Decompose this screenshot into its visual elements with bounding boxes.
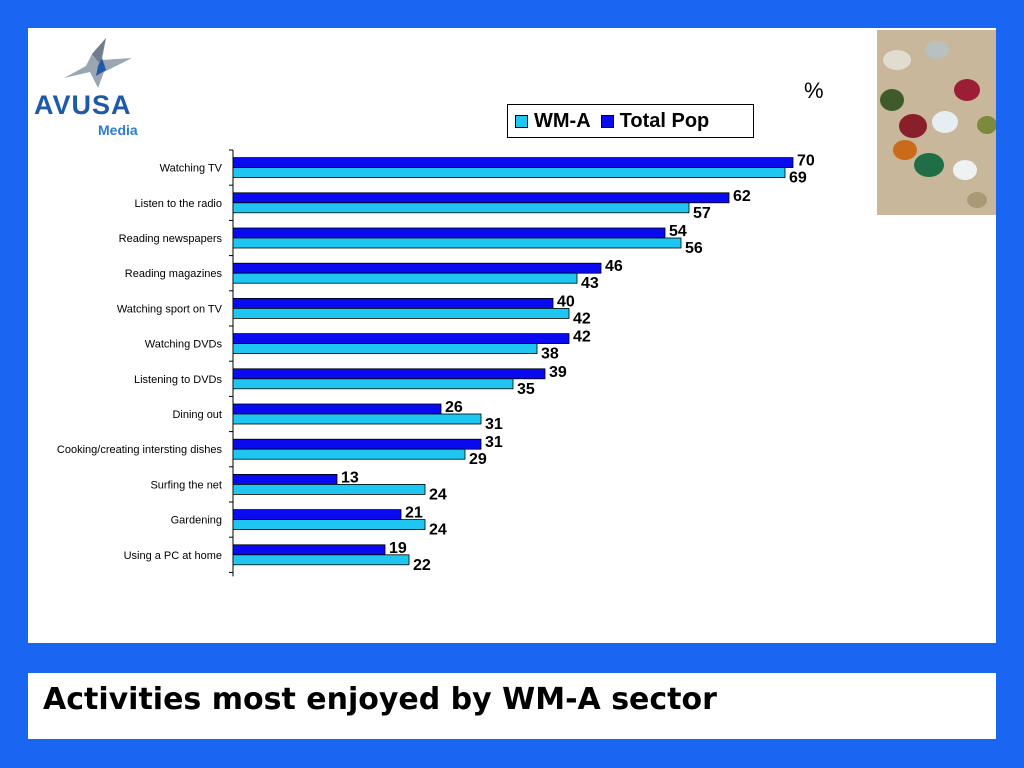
data-label-total-pop: 19 [389, 540, 407, 557]
frame-right [996, 0, 1024, 768]
bar-total-pop [232, 473, 338, 485]
bar-total-pop [232, 438, 482, 450]
data-label-total-pop: 62 [733, 188, 751, 205]
bar-total-pop [232, 262, 602, 274]
bar-wma [232, 272, 578, 284]
data-label-wma: 29 [469, 451, 487, 468]
bar-total-pop [232, 192, 730, 204]
data-label-wma: 22 [413, 557, 431, 574]
legend-item-total: Total Pop [600, 109, 710, 133]
data-label-wma: 42 [573, 310, 591, 327]
data-label-total-pop: 31 [485, 434, 503, 451]
data-label-wma: 35 [517, 381, 535, 398]
logo-star-icon [64, 38, 132, 88]
gemstones-image [877, 30, 996, 215]
category-label: Dining out [172, 409, 222, 421]
category-label: Using a PC at home [124, 550, 222, 562]
frame-bottom [0, 739, 1024, 768]
frame-left [0, 0, 28, 768]
bar-wma [232, 202, 690, 214]
data-label-wma: 31 [485, 416, 503, 433]
bar-total-pop [232, 297, 554, 309]
chart-legend: WM-A Total Pop [507, 104, 754, 138]
bar-wma [232, 554, 410, 566]
category-label: Reading magazines [125, 268, 223, 280]
data-label-wma: 43 [581, 275, 599, 292]
legend-swatch-total [600, 114, 614, 128]
bar-total-pop [232, 157, 794, 169]
data-label-wma: 69 [789, 170, 807, 187]
gemstones-photo [877, 30, 996, 215]
category-label: Reading newspapers [119, 233, 223, 245]
category-label: Watching TV [160, 163, 223, 175]
bar-total-pop [232, 333, 570, 345]
bar-wma [232, 378, 514, 390]
data-label-wma: 24 [429, 522, 447, 539]
avusa-logo: AVUSA Media [34, 36, 158, 140]
data-label-total-pop: 70 [797, 153, 815, 170]
category-label: Gardening [171, 515, 222, 527]
data-label-total-pop: 39 [549, 364, 567, 381]
frame-top [0, 0, 1024, 28]
slide-title: Activities most enjoyed by WM-A sector [43, 682, 717, 717]
data-label-wma: 57 [693, 205, 711, 222]
data-label-total-pop: 13 [341, 469, 359, 486]
data-label-wma: 38 [541, 346, 559, 363]
legend-swatch-wma [515, 114, 528, 128]
legend-label-total: Total Pop [619, 109, 710, 132]
bar-wma [232, 307, 570, 319]
category-label: Cooking/creating intersting dishes [57, 444, 223, 456]
bar-total-pop [232, 544, 386, 556]
frame-bottom-band [20, 643, 1024, 673]
bar-wma [232, 519, 426, 530]
category-label: Surfing the net [150, 479, 222, 491]
unit-label: % [804, 78, 824, 103]
data-label-total-pop: 40 [557, 293, 575, 310]
data-label-total-pop: 54 [669, 223, 687, 240]
bar-wma [232, 448, 466, 460]
data-label-wma: 56 [685, 240, 703, 257]
logo-subtitle: Media [98, 122, 138, 138]
data-label-total-pop: 26 [445, 399, 463, 416]
bar-wma [232, 343, 538, 355]
bar-total-pop [232, 509, 402, 521]
bar-wma [232, 237, 682, 249]
bar-total-pop [232, 227, 666, 239]
logo-wordmark: AVUSA [34, 90, 132, 120]
legend-item-wma: WM-A [515, 110, 591, 133]
data-label-total-pop: 46 [605, 258, 623, 275]
legend-label-wma: WM-A [534, 109, 591, 132]
bar-wma [232, 167, 786, 179]
data-label-total-pop: 42 [573, 329, 591, 346]
bar-total-pop [232, 403, 442, 415]
category-label: Listen to the radio [135, 198, 222, 210]
category-label: Watching DVDs [145, 339, 223, 351]
bar-wma [232, 413, 482, 425]
data-label-wma: 24 [429, 486, 447, 503]
category-label: Watching sport on TV [117, 303, 223, 315]
bar-total-pop [232, 368, 546, 380]
data-label-total-pop: 21 [405, 505, 423, 522]
category-label: Listening to DVDs [134, 374, 223, 386]
bar-wma [232, 483, 426, 495]
